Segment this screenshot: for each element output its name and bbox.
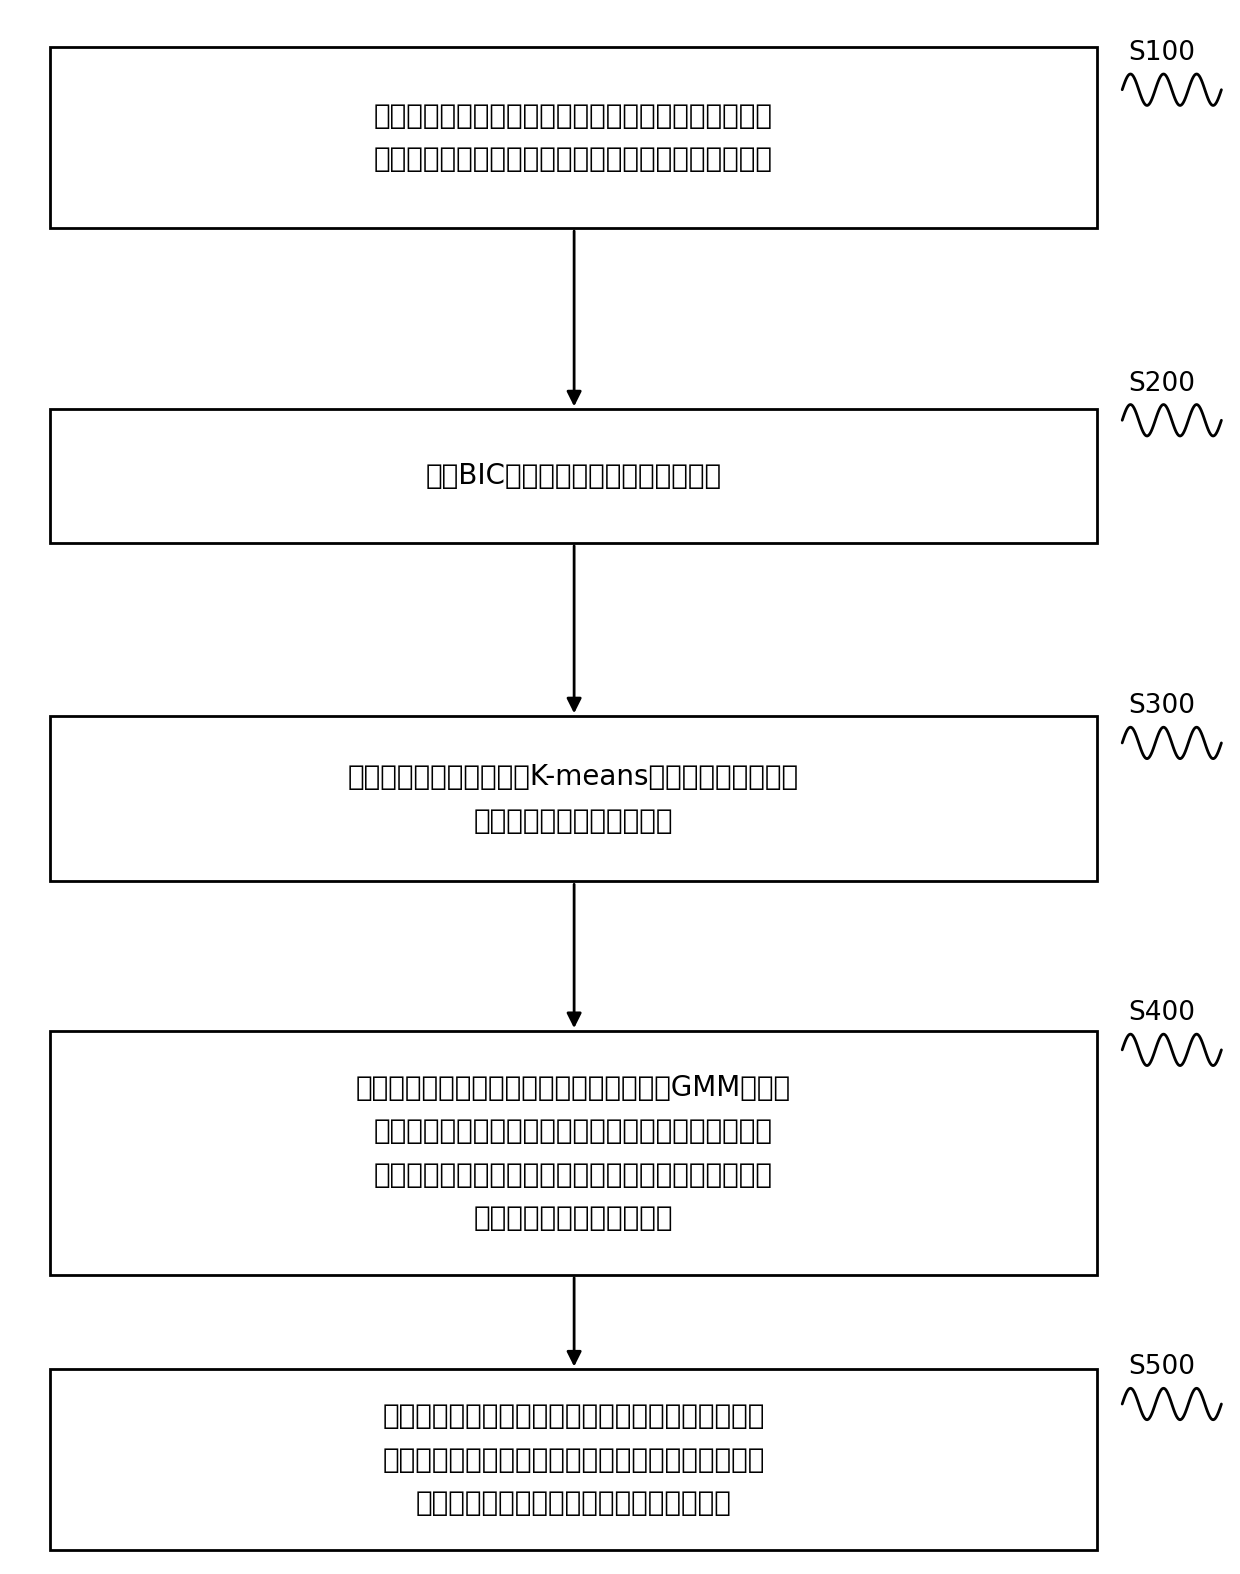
Text: 根据一次聚类结果以及最优聚类个数，基于GMM算法对
数据集进行二次聚类，得到二次聚类结果，并且在二次
聚类结果中确定每个类簇中寻优参数的最大值、以及所
有类簇中: 根据一次聚类结果以及最优聚类个数，基于GMM算法对 数据集进行二次聚类，得到二次…: [356, 1073, 791, 1232]
Text: S200: S200: [1128, 370, 1195, 397]
Text: S500: S500: [1128, 1354, 1195, 1380]
Text: 将采集的实时数据在所有类簇中确定相似度最高的类
簇，将相似度最高的类簇中寻优参数的最大值、以及
所有类簇中寻优参数的最小值作为预测结果: 将采集的实时数据在所有类簇中确定相似度最高的类 簇，将相似度最高的类簇中寻优参数…: [382, 1402, 765, 1517]
FancyBboxPatch shape: [50, 716, 1097, 881]
Text: 根据BIC值确定数据集的最优聚类个数: 根据BIC值确定数据集的最优聚类个数: [425, 463, 722, 490]
Text: S400: S400: [1128, 999, 1195, 1026]
Text: 从火电机组正常运行的历史数据中筛选出包含若干个训
练样本的数据集，训练样本中包含工况参数和寻优参数: 从火电机组正常运行的历史数据中筛选出包含若干个训 练样本的数据集，训练样本中包含…: [374, 102, 773, 173]
Text: 根据最优聚类个数，基于K-means算法对数据集进行一
次聚类，得到一次聚类结果: 根据最优聚类个数，基于K-means算法对数据集进行一 次聚类，得到一次聚类结果: [348, 763, 799, 834]
Text: S100: S100: [1128, 39, 1195, 66]
FancyBboxPatch shape: [50, 409, 1097, 543]
Text: S300: S300: [1128, 693, 1195, 719]
FancyBboxPatch shape: [50, 47, 1097, 228]
FancyBboxPatch shape: [50, 1031, 1097, 1275]
FancyBboxPatch shape: [50, 1369, 1097, 1550]
